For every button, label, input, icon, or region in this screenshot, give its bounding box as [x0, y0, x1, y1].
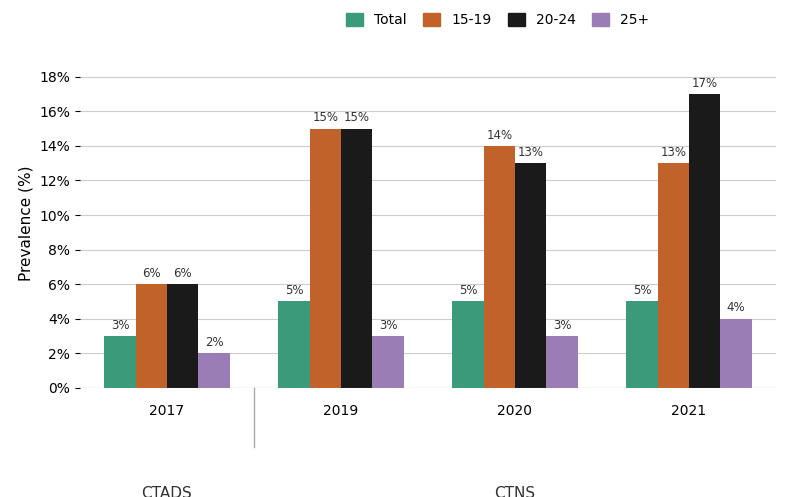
- Bar: [167, 284, 198, 388]
- Text: 17%: 17%: [691, 77, 718, 90]
- Bar: [452, 301, 484, 388]
- Bar: [689, 94, 720, 388]
- Text: 15%: 15%: [344, 111, 370, 124]
- Bar: [658, 163, 689, 388]
- Text: CTNS: CTNS: [494, 486, 535, 497]
- Text: CTADS: CTADS: [142, 486, 192, 497]
- Text: 5%: 5%: [458, 284, 478, 297]
- Text: 15%: 15%: [312, 111, 338, 124]
- Text: 4%: 4%: [726, 301, 746, 314]
- Bar: [720, 319, 752, 388]
- Text: 3%: 3%: [110, 319, 130, 331]
- Bar: [310, 129, 341, 388]
- Bar: [372, 336, 404, 388]
- Bar: [341, 129, 372, 388]
- Text: 3%: 3%: [378, 319, 398, 331]
- Bar: [136, 284, 167, 388]
- Legend: Total, 15-19, 20-24, 25+: Total, 15-19, 20-24, 25+: [341, 7, 654, 33]
- Text: 6%: 6%: [174, 267, 192, 280]
- Text: 5%: 5%: [633, 284, 651, 297]
- Text: 5%: 5%: [285, 284, 303, 297]
- Text: 3%: 3%: [553, 319, 571, 331]
- Bar: [515, 163, 546, 388]
- Bar: [104, 336, 136, 388]
- Text: 6%: 6%: [142, 267, 161, 280]
- Text: 14%: 14%: [486, 129, 513, 142]
- Bar: [546, 336, 578, 388]
- Text: 13%: 13%: [660, 146, 686, 159]
- Text: 2%: 2%: [205, 336, 223, 349]
- Y-axis label: Prevalence (%): Prevalence (%): [19, 166, 34, 281]
- Bar: [626, 301, 658, 388]
- Text: 13%: 13%: [518, 146, 544, 159]
- Bar: [278, 301, 310, 388]
- Bar: [198, 353, 230, 388]
- Bar: [484, 146, 515, 388]
